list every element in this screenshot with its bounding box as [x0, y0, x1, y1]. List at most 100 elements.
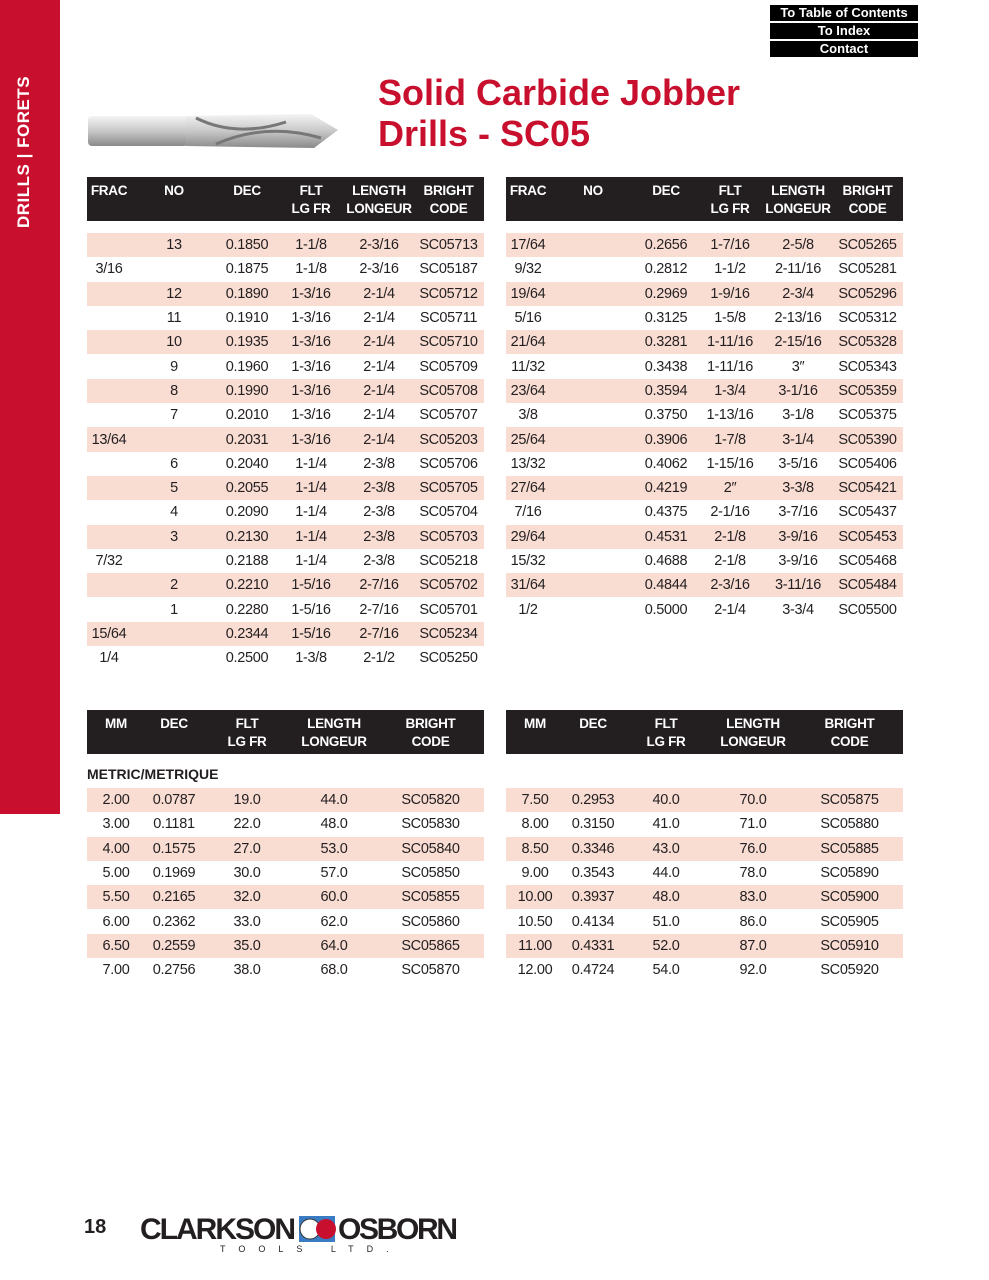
- column-header: DEC: [217, 177, 277, 221]
- table-row: 7.00 0.2756 38.0 68.0 SC05870: [87, 958, 484, 982]
- table-cell: 1-15/16: [706, 455, 754, 472]
- table-row: 15/64 0.2344 1-5/16 2-7/16 SC05234: [87, 621, 484, 647]
- table-cell: 0.1935: [217, 330, 277, 355]
- table-cell: 1-1/4: [277, 475, 345, 501]
- column-header: FLT LG FR: [277, 177, 345, 221]
- column-header: DEC: [564, 710, 622, 754]
- table-cell: 52.0: [622, 933, 710, 959]
- table-cell: 78.0: [739, 865, 767, 882]
- table-cell: 0.2656: [636, 233, 696, 258]
- header-text: MM: [105, 716, 127, 731]
- table-row: 6 0.2040 1-1/4 2-3/8 SC05706: [87, 452, 484, 476]
- contact-link[interactable]: Contact: [770, 41, 918, 57]
- table-cell: [87, 500, 131, 524]
- table-cell: SC05820: [377, 788, 484, 813]
- table-cell: 0.2165: [145, 885, 203, 910]
- table-row: 7/16 0.4375 2-1/16 3-7/16 SC05437: [506, 500, 903, 524]
- column-header: LENGTH LONGEUR: [764, 177, 832, 221]
- table-cell: 51.0: [652, 913, 680, 930]
- column-header: DEC: [145, 710, 203, 754]
- table-cell: 1-1/4: [295, 504, 327, 521]
- table-row: 10 0.1935 1-3/16 2-1/4 SC05710: [87, 330, 484, 355]
- header-text: BRIGHT CODE: [842, 183, 893, 216]
- table-cell: [550, 257, 636, 281]
- table-cell: SC05840: [377, 836, 484, 861]
- table-row: 8 0.1990 1-3/16 2-1/4 SC05708: [87, 378, 484, 404]
- table-cell: 71.0: [739, 816, 767, 833]
- table-cell: 0.3125: [644, 310, 688, 327]
- header-text: BRIGHT CODE: [423, 183, 474, 216]
- table-cell: 17/64: [506, 233, 550, 258]
- table-cell: 2-1/4: [363, 310, 395, 327]
- header-row: MM DEC FLT LG FR LENGTH LONGEUR BRIGHT CODE: [87, 710, 484, 754]
- header-text: BRIGHT CODE: [405, 716, 456, 749]
- table-row: 6.50 0.2559 35.0 64.0 SC05865: [87, 933, 484, 959]
- table-cell: 1/2: [518, 601, 538, 618]
- table-cell: 2-7/16: [359, 601, 399, 618]
- table-cell: 10.50: [517, 913, 553, 930]
- table-cell: 1-3/16: [291, 407, 331, 424]
- table-cell: [550, 573, 636, 598]
- nav-links: To Table of Contents To Index Contact: [770, 5, 918, 59]
- table-row: 4 0.2090 1-1/4 2-3/8 SC05704: [87, 500, 484, 524]
- table-cell: 25/64: [506, 427, 550, 452]
- table-cell: [131, 427, 217, 452]
- table-row: 10.50 0.4134 51.0 86.0 SC05905: [506, 909, 903, 933]
- table-cell: [87, 597, 131, 621]
- table-cell: 0.3543: [571, 865, 615, 882]
- table-cell: 57.0: [320, 865, 348, 882]
- table-cell: 29/64: [506, 524, 550, 549]
- column-header: FRAC: [87, 177, 131, 221]
- table-cell: 0.4844: [636, 573, 696, 598]
- table-cell: 3″: [791, 358, 805, 375]
- table-cell: SC05250: [419, 650, 478, 667]
- table-cell: SC05711: [419, 310, 478, 327]
- table-cell: [131, 646, 217, 670]
- table-cell: 62.0: [320, 913, 348, 930]
- table-cell: 2-1/4: [714, 601, 746, 618]
- table-cell: SC05421: [832, 475, 903, 501]
- table-of-contents-link[interactable]: To Table of Contents: [770, 5, 918, 21]
- table-cell: 5/16: [514, 310, 542, 327]
- table-cell: 0.2210: [217, 573, 277, 598]
- table-cell: 15/32: [510, 553, 546, 569]
- table-row: 12 0.1890 1-3/16 2-1/4 SC05712: [87, 281, 484, 306]
- table-cell: SC05203: [413, 427, 484, 452]
- table-cell: 31/64: [506, 573, 550, 598]
- table-cell: [87, 281, 131, 306]
- table-cell: SC05468: [838, 553, 897, 569]
- table-cell: SC05709: [419, 358, 478, 375]
- table-cell: 3/16: [95, 261, 123, 278]
- table-cell: 19.0: [203, 788, 291, 813]
- table-cell: 7/32: [95, 553, 123, 569]
- table-row: 15/32 0.4688 2-1/8 3-9/16 SC05468: [506, 549, 903, 573]
- column-header: LENGTH LONGEUR: [345, 177, 413, 221]
- table-cell: 48.0: [622, 885, 710, 910]
- table-cell: SC05187: [419, 261, 478, 278]
- table-cell: 1-3/16: [277, 427, 345, 452]
- table-cell: 43.0: [622, 836, 710, 861]
- header-text: NO: [583, 183, 603, 198]
- table-row: 3/16 0.1875 1-1/8 2-3/16 SC05187: [87, 257, 484, 281]
- table-cell: 21/64: [506, 330, 550, 355]
- table-cell: 2-15/16: [764, 330, 832, 355]
- table-cell: 40.0: [622, 788, 710, 813]
- table-row: 11.00 0.4331 52.0 87.0 SC05910: [506, 933, 903, 959]
- index-link[interactable]: To Index: [770, 23, 918, 39]
- table-cell: [87, 330, 131, 355]
- table-cell: 83.0: [710, 885, 796, 910]
- table-cell: [87, 452, 131, 476]
- table-cell: 3-1/16: [764, 378, 832, 404]
- table-cell: [550, 549, 636, 573]
- table-cell: SC05703: [413, 524, 484, 549]
- table-row: 19/64 0.2969 1-9/16 2-3/4 SC05296: [506, 281, 903, 306]
- table-row: 1/2 0.5000 2-1/4 3-3/4 SC05500: [506, 597, 903, 621]
- table-cell: 1-11/16: [706, 358, 753, 375]
- column-header: DEC: [636, 177, 696, 221]
- table-cell: 12: [131, 281, 217, 306]
- table-row: 1 0.2280 1-5/16 2-7/16 SC05701: [87, 597, 484, 621]
- table-cell: 44.0: [291, 788, 377, 813]
- column-header: LENGTH LONGEUR: [291, 710, 377, 754]
- table-cell: 0.4531: [636, 524, 696, 549]
- table-cell: 8: [131, 378, 217, 404]
